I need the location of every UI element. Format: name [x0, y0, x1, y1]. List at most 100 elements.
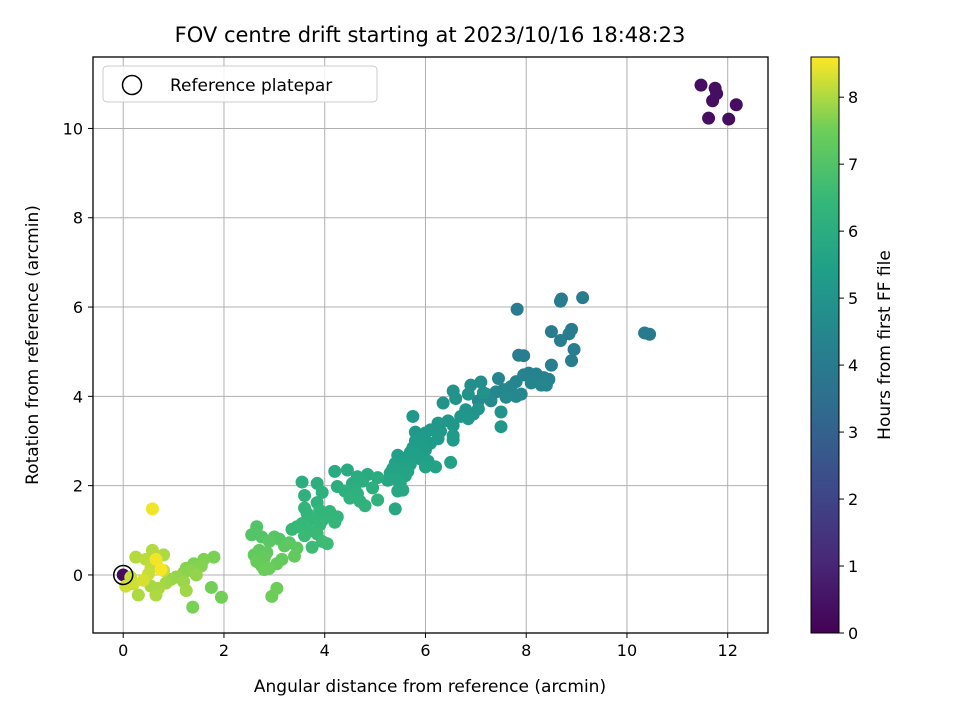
data-point: [643, 327, 657, 341]
data-point: [204, 580, 218, 594]
data-point: [371, 493, 385, 507]
data-point: [186, 600, 200, 614]
data-point: [461, 387, 475, 401]
data-point: [406, 409, 420, 423]
data-point: [149, 588, 163, 602]
legend-label: Reference platepar: [170, 76, 332, 96]
colorbar-tick-label: 7: [848, 155, 858, 174]
chart-title: FOV centre drift starting at 2023/10/16 …: [175, 23, 686, 47]
data-point: [305, 540, 319, 554]
legend-box: [102, 65, 378, 103]
data-point: [567, 342, 581, 356]
data-point: [553, 294, 567, 308]
colorbar-ticks: 0 1 2 3 4 5 6 7 8: [839, 88, 858, 643]
colorbar-tick-label: 1: [848, 557, 858, 576]
y-axis-label: Rotation from reference (arcmin): [23, 205, 43, 485]
data-point: [320, 537, 334, 551]
legend: Reference platepar: [102, 65, 378, 103]
reference-marker: [112, 564, 134, 586]
data-point: [702, 111, 716, 125]
colorbar-tick-label: 4: [848, 356, 858, 375]
y-tick-label: 8: [73, 209, 83, 228]
x-tick-label: 4: [320, 641, 330, 660]
x-tick-label: 12: [718, 641, 738, 660]
colorbar-tick-label: 8: [848, 88, 858, 107]
data-point: [449, 392, 463, 406]
x-tick-label: 2: [219, 641, 229, 660]
y-tick-label: 2: [73, 477, 83, 496]
data-point: [366, 481, 380, 495]
data-point: [494, 420, 508, 434]
data-point: [517, 349, 531, 363]
data-point: [722, 112, 736, 126]
colorbar-tick-label: 2: [848, 490, 858, 509]
data-point: [287, 549, 301, 563]
colorbar-tick-label: 3: [848, 423, 858, 442]
data-point: [343, 491, 357, 505]
y-tick-label: 10: [63, 119, 83, 138]
data-point: [544, 325, 558, 339]
x-tick-label: 10: [617, 641, 637, 660]
grid-lines: [93, 57, 768, 633]
colorbar: [810, 56, 840, 634]
x-axis-label: Angular distance from reference (arcmin): [254, 677, 606, 697]
colorbar-tick-label: 0: [848, 624, 858, 643]
x-tick-label: 6: [420, 641, 430, 660]
plot-frame: [92, 56, 769, 634]
data-point: [544, 358, 558, 372]
data-point: [189, 568, 203, 582]
data-point: [499, 390, 513, 404]
data-point: [446, 433, 460, 447]
data-points: [112, 78, 743, 614]
data-point: [444, 455, 458, 469]
data-point: [358, 499, 372, 513]
data-point: [446, 418, 460, 432]
data-point: [145, 502, 159, 516]
data-point: [315, 485, 329, 499]
data-point: [553, 334, 567, 348]
data-point: [509, 389, 523, 403]
y-tick-label: 6: [73, 298, 83, 317]
colorbar-tick-label: 5: [848, 289, 858, 308]
x-tick-label: 0: [118, 641, 128, 660]
data-point: [510, 302, 524, 316]
data-point: [492, 371, 506, 385]
data-point: [298, 488, 312, 502]
data-point: [418, 460, 432, 474]
data-point: [391, 484, 405, 498]
data-point: [136, 573, 150, 587]
data-point: [355, 474, 369, 488]
data-point: [328, 515, 342, 529]
data-point: [277, 539, 291, 553]
data-point: [131, 588, 145, 602]
y-axis-ticks: 0 2 4 6 8 10: [63, 119, 93, 585]
x-tick-label: 8: [521, 641, 531, 660]
data-point: [214, 590, 228, 604]
data-point: [371, 471, 385, 485]
data-point: [476, 386, 490, 400]
data-point: [474, 375, 488, 389]
data-point: [262, 534, 276, 548]
data-point: [429, 460, 443, 474]
data-point: [461, 412, 475, 426]
colorbar-tick-label: 6: [848, 222, 858, 241]
data-point: [706, 94, 720, 108]
data-point: [388, 502, 402, 516]
data-point: [576, 291, 590, 305]
data-point: [436, 396, 450, 410]
legend-marker-icon: [121, 74, 143, 96]
data-point: [524, 376, 538, 390]
data-point: [729, 98, 743, 112]
data-point: [265, 589, 279, 603]
data-point: [285, 522, 299, 536]
data-point: [245, 528, 259, 542]
data-point: [129, 550, 143, 564]
y-tick-label: 4: [73, 387, 83, 406]
data-point: [381, 473, 395, 487]
data-point: [328, 464, 342, 478]
data-point: [494, 405, 508, 419]
x-axis-ticks: 0 2 4 6 8 10 12: [118, 633, 738, 660]
data-point: [534, 378, 548, 392]
data-point: [179, 584, 193, 598]
